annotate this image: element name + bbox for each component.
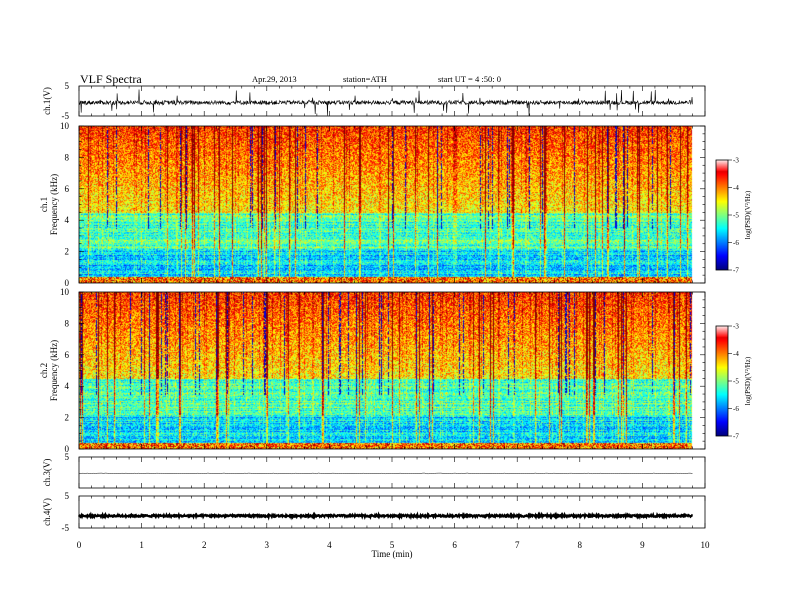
date-label: Apr.29, 2013 bbox=[252, 74, 297, 84]
channel-label: ch.2 bbox=[39, 363, 49, 378]
colorbar-tick-label: -6 bbox=[733, 239, 739, 247]
x-tick-label: 2 bbox=[202, 540, 207, 550]
ch1-spectrogram-panel bbox=[79, 126, 705, 283]
ch4-waveform-line bbox=[77, 511, 694, 521]
colorbar-label: log(PSD)(V²/Hz) bbox=[744, 190, 752, 239]
colorbar-tick-label: -4 bbox=[733, 184, 739, 192]
x-tick-label: 8 bbox=[578, 540, 583, 550]
y-tick-label: 4 bbox=[65, 381, 70, 391]
ch2-spectrogram-image bbox=[79, 292, 705, 449]
y-tick-label: 5 bbox=[65, 81, 70, 91]
y-tick-label: 8 bbox=[65, 152, 70, 162]
colorbar-tick-label: -6 bbox=[733, 405, 739, 413]
y-axis-label: Frequency (kHz) bbox=[49, 174, 59, 235]
colorbar-tick-label: -4 bbox=[733, 350, 739, 358]
colorbar-tick-label: -5 bbox=[733, 212, 739, 220]
y-axis-label: ch.3(V) bbox=[42, 459, 52, 487]
x-tick-label: 4 bbox=[327, 540, 332, 550]
colorbar-tick-label: -7 bbox=[733, 267, 739, 275]
y-tick-label: -5 bbox=[62, 111, 70, 121]
x-axis-label: Time (min) bbox=[372, 549, 413, 559]
y-tick-label: 6 bbox=[65, 350, 70, 360]
figure-title: VLF Spectra bbox=[80, 72, 142, 86]
x-tick-label: 3 bbox=[265, 540, 270, 550]
y-tick-label: 4 bbox=[65, 215, 70, 225]
start-time-label: start UT = 4 :50: 0 bbox=[438, 74, 501, 84]
colorbar-tick-label: -7 bbox=[733, 433, 739, 441]
x-tick-label: 5 bbox=[390, 540, 395, 550]
y-tick-label: 5 bbox=[65, 491, 70, 501]
colorbar-tick-label: -5 bbox=[733, 378, 739, 386]
ch2-spectrogram-panel bbox=[79, 292, 705, 449]
y-tick-label: 2 bbox=[65, 413, 70, 423]
y-tick-label: 10 bbox=[60, 287, 70, 297]
x-tick-label: 7 bbox=[515, 540, 520, 550]
colorbar-label: log(PSD)(V²/Hz) bbox=[744, 356, 752, 405]
colorbar-tick-label: -3 bbox=[733, 157, 739, 165]
y-axis-label: Frequency (kHz) bbox=[49, 340, 59, 401]
x-tick-label: 9 bbox=[640, 540, 645, 550]
y-tick-label: 2 bbox=[65, 247, 70, 257]
y-tick-label: 6 bbox=[65, 184, 70, 194]
colorbar-tick-label: -3 bbox=[733, 323, 739, 331]
y-tick-label: -5 bbox=[62, 523, 70, 533]
x-tick-label: 1 bbox=[139, 540, 144, 550]
y-tick-label: 0 bbox=[65, 444, 70, 454]
y-tick-label: 5 bbox=[65, 452, 70, 462]
ch1-spectrogram-image bbox=[79, 126, 705, 283]
ch1-waveform-line bbox=[78, 89, 693, 116]
x-tick-label: 6 bbox=[452, 540, 457, 550]
ch3-waveform-line bbox=[78, 472, 693, 475]
y-tick-label: 10 bbox=[60, 121, 70, 131]
x-tick-label: 0 bbox=[77, 540, 82, 550]
y-tick-label: 0 bbox=[65, 278, 70, 288]
x-tick-label: 10 bbox=[701, 540, 711, 550]
y-tick-label: 8 bbox=[65, 318, 70, 328]
y-axis-label: ch.4(V) bbox=[42, 498, 52, 526]
ch2-colorbar bbox=[716, 326, 728, 436]
channel-label: ch.1 bbox=[39, 197, 49, 212]
y-axis-label: ch.1(V) bbox=[42, 87, 52, 115]
axes-overlay: -3 -4 -5 -6 -7 log(PSD)(V²/Hz) -3 -4 -5 -6 -7 log(P… bbox=[39, 81, 752, 559]
station-label: station=ATH bbox=[343, 74, 387, 84]
ch1-colorbar bbox=[716, 160, 728, 270]
